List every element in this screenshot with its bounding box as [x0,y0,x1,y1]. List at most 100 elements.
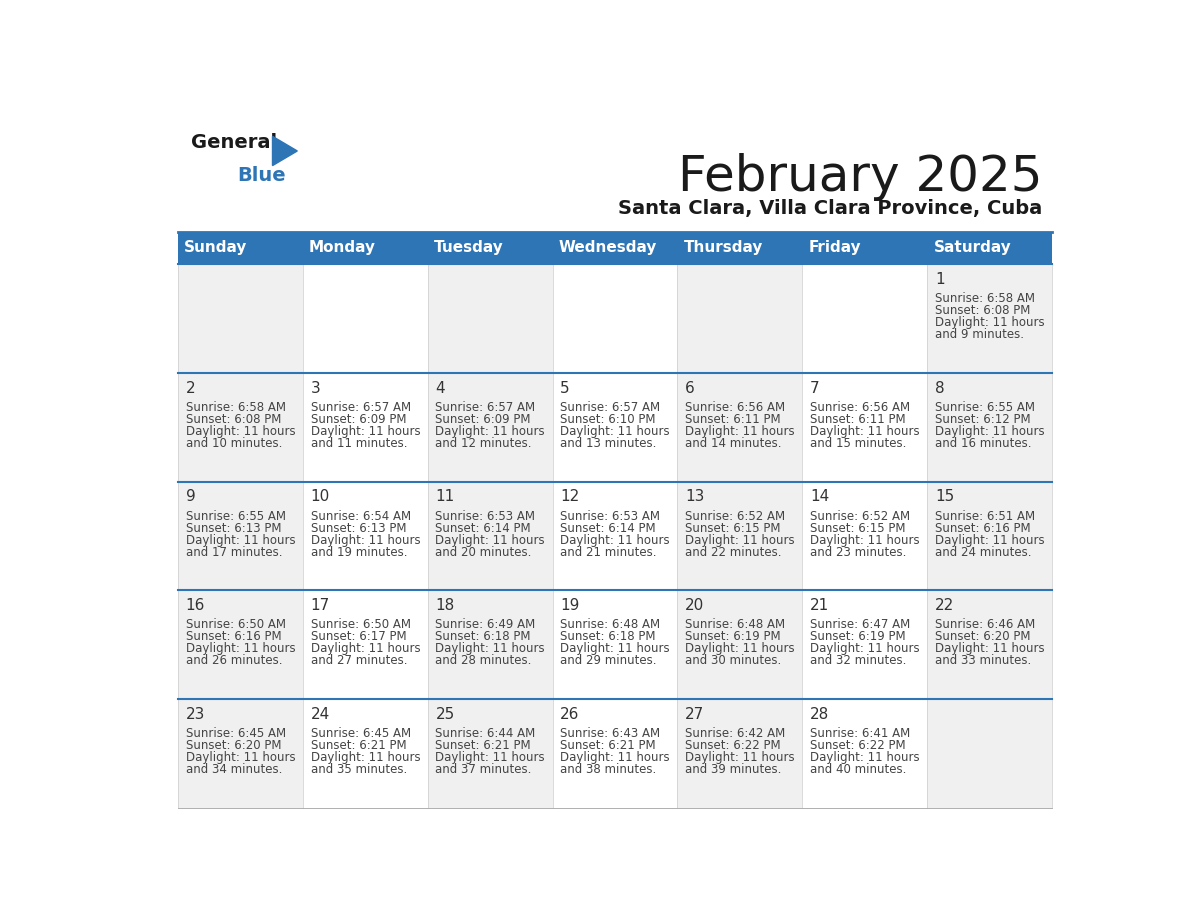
Bar [428,699,552,808]
Text: 27: 27 [685,707,704,722]
Text: and 35 minutes.: and 35 minutes. [310,763,406,776]
Text: and 17 minutes.: and 17 minutes. [185,545,283,558]
Text: and 20 minutes.: and 20 minutes. [436,545,532,558]
Text: and 26 minutes.: and 26 minutes. [185,655,283,667]
Text: Sunrise: 6:52 AM: Sunrise: 6:52 AM [810,509,910,522]
Bar [802,373,928,482]
Text: 11: 11 [436,489,455,504]
Text: Sunset: 6:15 PM: Sunset: 6:15 PM [810,521,905,534]
Text: Saturday: Saturday [934,241,1011,255]
Bar [677,373,802,482]
Bar [178,482,303,590]
Text: 21: 21 [810,598,829,613]
Bar [677,590,802,699]
Bar [428,373,552,482]
Text: Tuesday: Tuesday [434,241,504,255]
Text: 24: 24 [310,707,330,722]
Text: Sunrise: 6:57 AM: Sunrise: 6:57 AM [436,401,536,414]
Bar [303,699,428,808]
Text: Sunset: 6:15 PM: Sunset: 6:15 PM [685,521,781,534]
Text: Sunset: 6:08 PM: Sunset: 6:08 PM [185,413,282,426]
Text: Sunrise: 6:44 AM: Sunrise: 6:44 AM [436,727,536,740]
Bar [928,590,1053,699]
Text: Friday: Friday [809,241,861,255]
Text: Sunrise: 6:58 AM: Sunrise: 6:58 AM [935,292,1035,306]
Text: and 9 minutes.: and 9 minutes. [935,328,1024,341]
Text: Sunset: 6:09 PM: Sunset: 6:09 PM [436,413,531,426]
Text: and 24 minutes.: and 24 minutes. [935,545,1031,558]
Text: Sunrise: 6:55 AM: Sunrise: 6:55 AM [185,509,285,522]
Text: Thursday: Thursday [684,241,763,255]
Bar [303,264,428,373]
Text: and 30 minutes.: and 30 minutes. [685,655,782,667]
Text: and 33 minutes.: and 33 minutes. [935,655,1031,667]
Text: Sunset: 6:22 PM: Sunset: 6:22 PM [685,739,781,752]
Text: 15: 15 [935,489,954,504]
Text: Blue: Blue [238,165,286,185]
Text: Sunrise: 6:42 AM: Sunrise: 6:42 AM [685,727,785,740]
Text: Sunrise: 6:56 AM: Sunrise: 6:56 AM [810,401,910,414]
Bar [428,590,552,699]
Text: Daylight: 11 hours: Daylight: 11 hours [436,533,545,546]
Text: Sunrise: 6:45 AM: Sunrise: 6:45 AM [310,727,411,740]
Bar [677,264,802,373]
Text: and 15 minutes.: and 15 minutes. [810,437,906,450]
Text: Daylight: 11 hours: Daylight: 11 hours [561,751,670,764]
Text: and 21 minutes.: and 21 minutes. [561,545,657,558]
Text: Sunrise: 6:52 AM: Sunrise: 6:52 AM [685,509,785,522]
Text: February 2025: February 2025 [677,152,1042,200]
Bar [802,264,928,373]
Text: 20: 20 [685,598,704,613]
Text: 13: 13 [685,489,704,504]
Text: 17: 17 [310,598,330,613]
Text: Sunrise: 6:51 AM: Sunrise: 6:51 AM [935,509,1035,522]
Text: Daylight: 11 hours: Daylight: 11 hours [310,751,421,764]
Bar [552,590,677,699]
Text: and 16 minutes.: and 16 minutes. [935,437,1031,450]
Text: Sunrise: 6:49 AM: Sunrise: 6:49 AM [436,619,536,632]
Text: Daylight: 11 hours: Daylight: 11 hours [310,533,421,546]
Bar [552,699,677,808]
Text: Daylight: 11 hours: Daylight: 11 hours [436,643,545,655]
Bar [428,482,552,590]
Text: Daylight: 11 hours: Daylight: 11 hours [810,643,920,655]
Text: 18: 18 [436,598,455,613]
Text: and 39 minutes.: and 39 minutes. [685,763,782,776]
Text: and 29 minutes.: and 29 minutes. [561,655,657,667]
Text: Sunset: 6:21 PM: Sunset: 6:21 PM [561,739,656,752]
Text: Sunset: 6:21 PM: Sunset: 6:21 PM [310,739,406,752]
Text: Daylight: 11 hours: Daylight: 11 hours [561,643,670,655]
Text: Sunset: 6:17 PM: Sunset: 6:17 PM [310,631,406,644]
Text: 12: 12 [561,489,580,504]
Text: Sunrise: 6:43 AM: Sunrise: 6:43 AM [561,727,661,740]
Text: 28: 28 [810,707,829,722]
Text: Sunrise: 6:48 AM: Sunrise: 6:48 AM [561,619,661,632]
Bar [178,590,303,699]
Text: and 28 minutes.: and 28 minutes. [436,655,532,667]
Text: Daylight: 11 hours: Daylight: 11 hours [810,425,920,438]
Text: Sunset: 6:09 PM: Sunset: 6:09 PM [310,413,406,426]
Text: Sunset: 6:18 PM: Sunset: 6:18 PM [436,631,531,644]
Bar [178,264,303,373]
Text: Daylight: 11 hours: Daylight: 11 hours [685,533,795,546]
Text: Sunrise: 6:45 AM: Sunrise: 6:45 AM [185,727,286,740]
Text: and 22 minutes.: and 22 minutes. [685,545,782,558]
Text: Daylight: 11 hours: Daylight: 11 hours [185,751,296,764]
Text: 16: 16 [185,598,206,613]
Bar [677,482,802,590]
Text: and 37 minutes.: and 37 minutes. [436,763,532,776]
Text: and 10 minutes.: and 10 minutes. [185,437,282,450]
Text: Sunset: 6:11 PM: Sunset: 6:11 PM [810,413,905,426]
Text: and 19 minutes.: and 19 minutes. [310,545,407,558]
Bar [802,590,928,699]
Text: Sunset: 6:13 PM: Sunset: 6:13 PM [310,521,406,534]
Text: Sunrise: 6:55 AM: Sunrise: 6:55 AM [935,401,1035,414]
Text: 22: 22 [935,598,954,613]
Polygon shape [272,137,297,165]
Text: Daylight: 11 hours: Daylight: 11 hours [436,751,545,764]
Text: Daylight: 11 hours: Daylight: 11 hours [685,643,795,655]
Text: 19: 19 [561,598,580,613]
Text: Daylight: 11 hours: Daylight: 11 hours [810,751,920,764]
Text: Sunset: 6:08 PM: Sunset: 6:08 PM [935,304,1030,318]
Bar [928,699,1053,808]
